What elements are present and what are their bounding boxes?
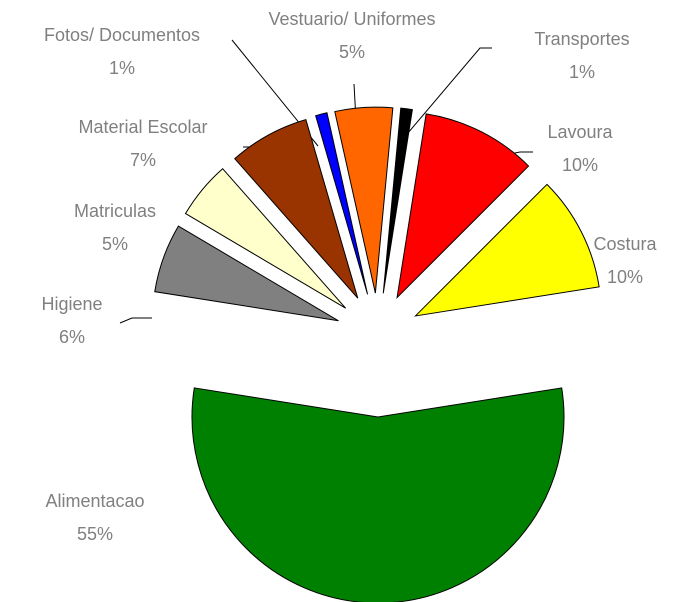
pie-slice	[191, 387, 565, 602]
slice-value-label: 1%	[109, 58, 135, 78]
slice-label: Transportes	[534, 29, 629, 49]
pie-slice	[184, 168, 347, 309]
slice-label: Matriculas	[74, 201, 156, 221]
slice-value-label: 10%	[607, 267, 643, 287]
leader-lines	[119, 39, 533, 324]
slice-value-label: 10%	[562, 155, 598, 175]
slice-value-label: 6%	[59, 327, 85, 347]
pie-slice	[382, 107, 413, 294]
slice-label: Vestuario/ Uniformes	[268, 9, 435, 29]
leader-line	[401, 47, 492, 141]
slice-label: Fotos/ Documentos	[44, 25, 200, 45]
slice-label: Lavoura	[547, 122, 613, 142]
pie-slice	[154, 225, 339, 322]
pie-slice	[334, 106, 394, 294]
slice-value-label: 1%	[569, 62, 595, 82]
pie-slice	[413, 183, 600, 317]
slice-label: Higiene	[41, 294, 102, 314]
slice-label: Costura	[593, 234, 657, 254]
slice-value-label: 55%	[77, 524, 113, 544]
slice-value-label: 5%	[102, 234, 128, 254]
slice-label: Material Escolar	[78, 117, 207, 137]
slice-value-label: 7%	[130, 150, 156, 170]
pie-slice	[234, 118, 359, 299]
pie-slice	[396, 113, 530, 300]
slice-value-label: 5%	[339, 42, 365, 62]
pie-slice	[315, 112, 369, 295]
leader-line	[119, 317, 152, 324]
slice-label: Alimentacao	[45, 491, 144, 511]
